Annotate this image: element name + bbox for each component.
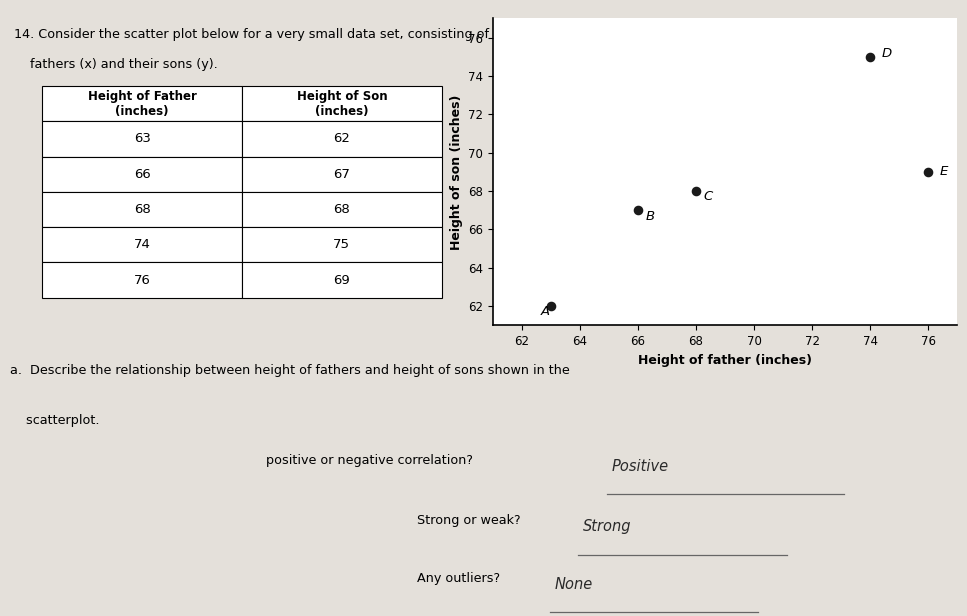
Text: positive or negative correlation?: positive or negative correlation? — [266, 454, 473, 467]
Bar — [242, 156, 442, 192]
Text: D: D — [882, 47, 893, 60]
Text: 62: 62 — [334, 132, 350, 145]
Bar — [242, 192, 442, 227]
Text: 68: 68 — [334, 203, 350, 216]
Text: fathers (x) and their sons (y).: fathers (x) and their sons (y). — [15, 59, 219, 71]
Bar — [43, 262, 242, 298]
Text: 63: 63 — [133, 132, 151, 145]
Bar — [43, 121, 242, 156]
Text: 69: 69 — [334, 274, 350, 286]
Text: Any outliers?: Any outliers? — [417, 572, 500, 585]
Text: 14. Consider the scatter plot below for a very small data set, consisting of the: 14. Consider the scatter plot below for … — [15, 28, 610, 41]
Point — [689, 186, 704, 196]
Text: C: C — [703, 190, 713, 203]
Bar — [43, 227, 242, 262]
Text: 76: 76 — [133, 274, 151, 286]
Bar — [242, 262, 442, 298]
Bar — [43, 156, 242, 192]
Bar — [43, 86, 242, 121]
Text: a.  Describe the relationship between height of fathers and height of sons shown: a. Describe the relationship between hei… — [10, 364, 570, 377]
Point — [630, 205, 646, 215]
Text: 66: 66 — [133, 168, 151, 180]
Text: A: A — [541, 306, 550, 318]
Text: 75: 75 — [334, 238, 350, 251]
Text: Positive: Positive — [611, 459, 668, 474]
Text: Height of Father
(inches): Height of Father (inches) — [88, 89, 196, 118]
Y-axis label: Height of son (inches): Height of son (inches) — [450, 94, 462, 249]
Text: scatterplot.: scatterplot. — [10, 414, 100, 427]
Bar — [242, 227, 442, 262]
Point — [863, 52, 878, 62]
Bar — [242, 86, 442, 121]
Text: 68: 68 — [133, 203, 151, 216]
Text: B: B — [645, 209, 655, 222]
Text: 67: 67 — [334, 168, 350, 180]
Text: None: None — [555, 577, 593, 592]
Point — [543, 301, 559, 311]
X-axis label: Height of father (inches): Height of father (inches) — [638, 354, 812, 367]
Bar — [242, 121, 442, 156]
Point — [921, 167, 936, 177]
Text: E: E — [940, 166, 949, 179]
Text: Height of Son
(inches): Height of Son (inches) — [297, 89, 387, 118]
Text: 74: 74 — [133, 238, 151, 251]
Text: Strong: Strong — [583, 519, 631, 535]
Bar — [43, 192, 242, 227]
Text: Strong or weak?: Strong or weak? — [417, 514, 521, 527]
